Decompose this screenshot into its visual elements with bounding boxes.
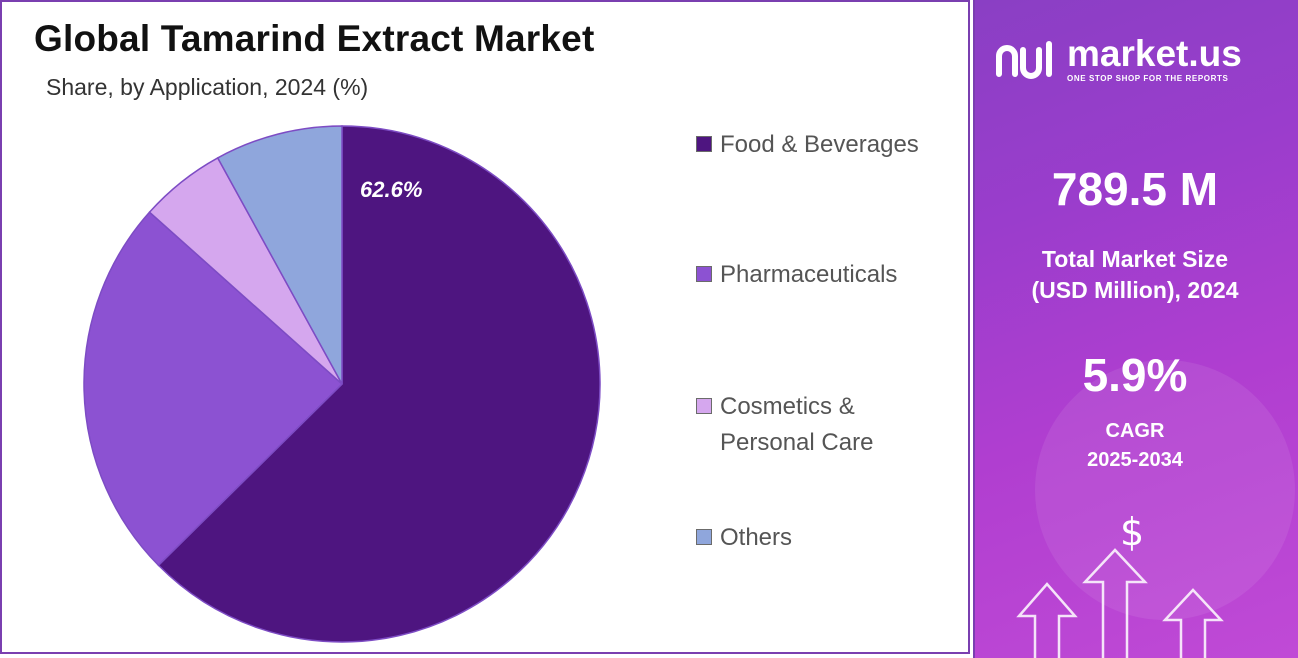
market-size-label-line1: Total Market Size: [1041, 246, 1229, 272]
legend-label: Others: [720, 524, 793, 551]
chart-legend: Food & Beverages Pharmaceuticals Cosmeti…: [696, 2, 966, 656]
decorative-glow: [1035, 360, 1295, 620]
market-size-label-line2: (USD Million), 2024: [1031, 277, 1239, 303]
legend-swatch-others: [696, 529, 712, 545]
legend-item-pharmaceuticals: Pharmaceuticals: [696, 260, 897, 293]
legend-item-food-beverages: Food & Beverages: [696, 130, 919, 163]
brand-tagline: ONE STOP SHOP FOR THE REPORTS: [1067, 74, 1229, 83]
legend-swatch-cosmetics-personal-care: [696, 398, 712, 414]
cagr-period: 2025-2034: [1087, 449, 1183, 471]
cagr-value: 5.9%: [1082, 349, 1188, 401]
data-label-food-beverages: 62.6%: [360, 177, 422, 202]
pie-slice-food-beverages: [157, 125, 601, 643]
market-size-value: 789.5 M: [1051, 163, 1219, 215]
legend-item-cosmetics-personal-care: Cosmetics & Personal Care: [696, 392, 873, 461]
pie-slice-pharmaceuticals: [83, 211, 344, 567]
pie-chart: 62.6%: [83, 125, 601, 643]
market-us-logo-icon: [996, 40, 1052, 79]
legend-item-others: Others: [696, 523, 792, 556]
legend-label: Cosmetics & Personal Care: [720, 393, 874, 456]
dollar-icon: $: [1120, 510, 1145, 554]
cagr-label: CAGR: [1105, 420, 1165, 442]
summary-sidebar: market.us ONE STOP SHOP FOR THE REPORTS …: [973, 0, 1298, 658]
legend-label: Food & Beverages: [720, 131, 919, 158]
legend-label: Pharmaceuticals: [720, 261, 898, 288]
legend-swatch-pharmaceuticals: [696, 266, 712, 282]
brand-name: market.us: [1067, 33, 1242, 74]
brand-logo: market.us ONE STOP SHOP FOR THE REPORTS: [995, 33, 1242, 83]
chart-subtitle: Share, by Application, 2024 (%): [46, 74, 369, 100]
chart-panel: Global Tamarind Extract Market Share, by…: [0, 0, 970, 654]
pie-slice-others: [216, 125, 343, 385]
legend-swatch-food-beverages: [696, 136, 712, 152]
up-arrow-icon: [1016, 548, 1224, 658]
chart-title: Global Tamarind Extract Market: [34, 18, 595, 59]
